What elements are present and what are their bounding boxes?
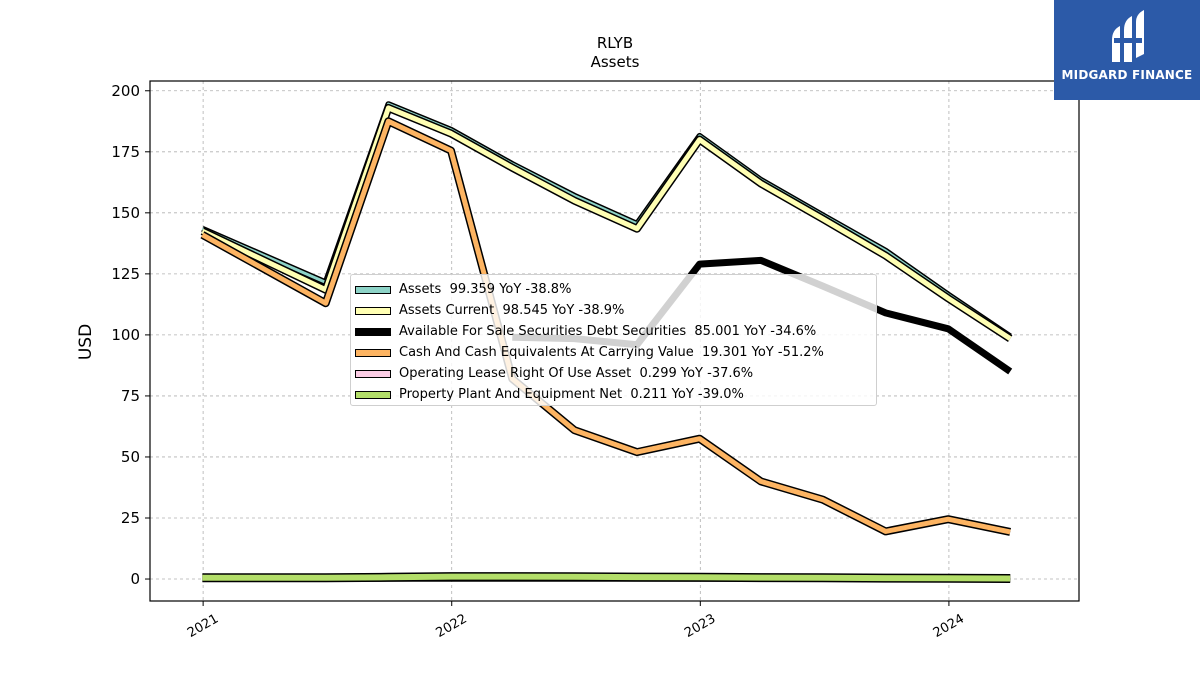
y-tick-label: 75 bbox=[121, 387, 140, 405]
legend-label: Cash And Cash Equivalents At Carrying Va… bbox=[399, 345, 824, 360]
series-line-1 bbox=[200, 103, 1013, 342]
legend-label: Assets Current 98.545 YoY -38.9% bbox=[399, 303, 625, 318]
y-tick-label: 0 bbox=[130, 570, 140, 588]
legend-label: Available For Sale Securities Debt Secur… bbox=[399, 324, 817, 339]
legend-swatch bbox=[355, 390, 391, 399]
y-tick-label: 175 bbox=[111, 143, 140, 161]
y-tick-label: 50 bbox=[121, 448, 140, 466]
plot-frame bbox=[149, 80, 1080, 602]
x-tick-label: 2022 bbox=[434, 611, 470, 641]
y-tick-label: 200 bbox=[111, 82, 140, 100]
legend-label: Property Plant And Equipment Net 0.211 Y… bbox=[399, 387, 744, 402]
series-line-3 bbox=[200, 117, 1012, 536]
legend-swatch bbox=[355, 369, 391, 378]
legend-item: Cash And Cash Equivalents At Carrying Va… bbox=[351, 342, 876, 363]
series-line-5 bbox=[202, 572, 1011, 583]
y-tick-label: 125 bbox=[111, 265, 140, 283]
legend-item: Operating Lease Right Of Use Asset 0.299… bbox=[351, 363, 876, 384]
chart-subtitle: Assets bbox=[591, 53, 640, 71]
legend-swatch bbox=[355, 327, 391, 336]
legend-swatch bbox=[355, 285, 391, 294]
brand-name: MIDGARD FINANCE bbox=[1061, 68, 1193, 82]
series-lines bbox=[200, 101, 1013, 583]
brand-mark-icon bbox=[1112, 10, 1144, 62]
legend-item: Assets 99.359 YoY -38.8% bbox=[351, 279, 876, 300]
brand-logo: MIDGARD FINANCE bbox=[1054, 0, 1200, 100]
y-tick-label: 150 bbox=[111, 204, 140, 222]
y-tick-label: 25 bbox=[121, 509, 140, 527]
legend-item: Available For Sale Securities Debt Secur… bbox=[351, 321, 876, 342]
x-tick-label: 2024 bbox=[931, 611, 967, 641]
y-tick-label: 100 bbox=[111, 326, 140, 344]
legend-label: Operating Lease Right Of Use Asset 0.299… bbox=[399, 366, 754, 381]
x-tick-label: 2023 bbox=[682, 611, 718, 641]
chart-title: RLYB bbox=[597, 34, 633, 52]
legend-swatch bbox=[355, 348, 391, 357]
legend-item: Property Plant And Equipment Net 0.211 Y… bbox=[351, 384, 876, 405]
legend-label: Assets 99.359 YoY -38.8% bbox=[399, 282, 572, 297]
y-axis-label: USD bbox=[76, 324, 96, 360]
legend-swatch bbox=[355, 306, 391, 315]
legend: Assets 99.359 YoY -38.8% Assets Current 9… bbox=[350, 274, 877, 406]
x-tick-label: 2021 bbox=[185, 611, 221, 641]
legend-item: Assets Current 98.545 YoY -38.9% bbox=[351, 300, 876, 321]
